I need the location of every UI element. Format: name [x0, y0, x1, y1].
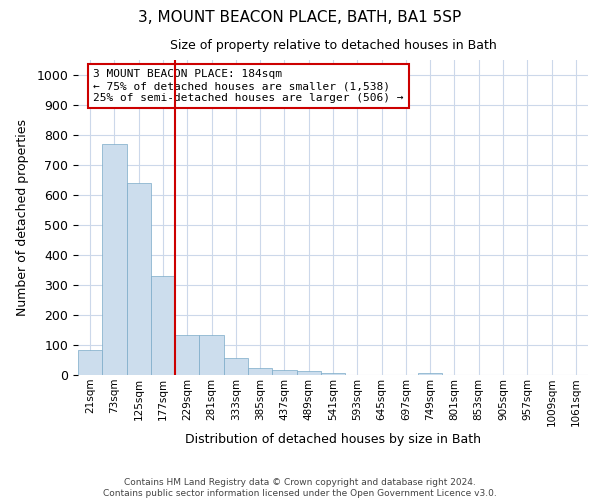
- Bar: [224, 358, 248, 375]
- Bar: [102, 144, 127, 375]
- Bar: [78, 350, 102, 375]
- Bar: [321, 372, 345, 375]
- Text: 3 MOUNT BEACON PLACE: 184sqm
← 75% of detached houses are smaller (1,538)
25% of: 3 MOUNT BEACON PLACE: 184sqm ← 75% of de…: [94, 70, 404, 102]
- Text: Contains HM Land Registry data © Crown copyright and database right 2024.
Contai: Contains HM Land Registry data © Crown c…: [103, 478, 497, 498]
- Bar: [248, 368, 272, 375]
- X-axis label: Distribution of detached houses by size in Bath: Distribution of detached houses by size …: [185, 434, 481, 446]
- Bar: [199, 336, 224, 375]
- Bar: [127, 183, 151, 375]
- Text: 3, MOUNT BEACON PLACE, BATH, BA1 5SP: 3, MOUNT BEACON PLACE, BATH, BA1 5SP: [139, 10, 461, 25]
- Y-axis label: Number of detached properties: Number of detached properties: [16, 119, 29, 316]
- Bar: [296, 371, 321, 375]
- Bar: [175, 336, 199, 375]
- Bar: [418, 372, 442, 375]
- Title: Size of property relative to detached houses in Bath: Size of property relative to detached ho…: [170, 39, 496, 52]
- Bar: [151, 276, 175, 375]
- Bar: [272, 370, 296, 375]
